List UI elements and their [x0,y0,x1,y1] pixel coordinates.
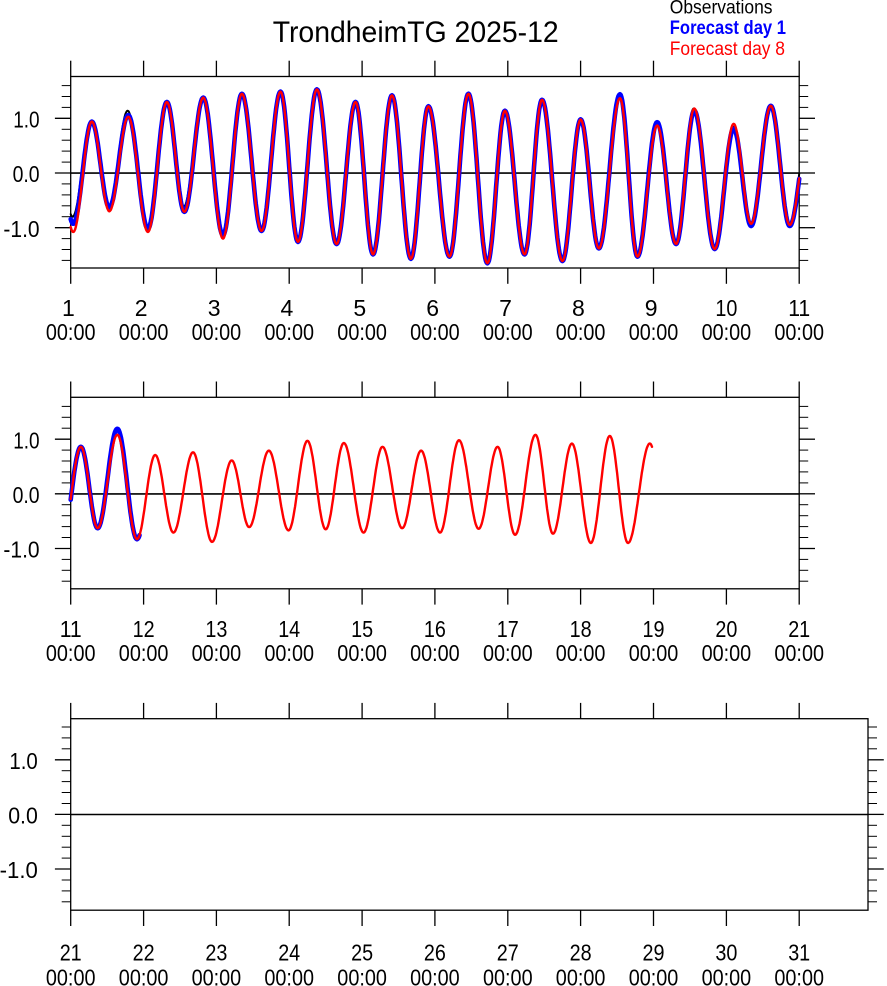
svg-text:1.0: 1.0 [13,107,39,133]
svg-text:-1.0: -1.0 [3,537,39,563]
svg-text:0.0: 0.0 [13,161,40,187]
svg-text:12: 12 [133,616,155,642]
svg-text:00:00: 00:00 [483,964,533,986]
svg-text:29: 29 [643,940,665,966]
svg-text:00:00: 00:00 [629,319,679,345]
svg-text:2: 2 [135,295,148,321]
svg-text:11: 11 [788,295,810,321]
svg-text:16: 16 [424,616,446,642]
svg-text:00:00: 00:00 [410,964,460,986]
svg-text:Forecast day 8: Forecast day 8 [670,39,785,60]
svg-text:00:00: 00:00 [556,319,606,345]
svg-text:4: 4 [281,295,294,321]
svg-text:19: 19 [643,616,665,642]
svg-text:23: 23 [205,940,227,966]
svg-text:Forecast day 1: Forecast day 1 [670,18,787,39]
svg-text:10: 10 [715,295,737,321]
svg-text:00:00: 00:00 [774,640,824,666]
svg-text:17: 17 [497,616,519,642]
svg-text:00:00: 00:00 [46,964,96,986]
svg-text:1: 1 [62,295,75,321]
svg-text:00:00: 00:00 [410,319,460,345]
svg-text:21: 21 [788,616,810,642]
svg-text:0.0: 0.0 [8,803,38,829]
svg-text:00:00: 00:00 [46,640,96,666]
svg-text:00:00: 00:00 [702,640,752,666]
svg-text:14: 14 [278,616,300,642]
svg-text:00:00: 00:00 [192,319,242,345]
svg-text:00:00: 00:00 [264,640,314,666]
svg-text:TrondheimTG 2025-12: TrondheimTG 2025-12 [273,16,559,49]
svg-text:00:00: 00:00 [192,640,242,666]
svg-text:3: 3 [208,295,221,321]
svg-text:00:00: 00:00 [337,964,387,986]
svg-text:00:00: 00:00 [702,964,752,986]
svg-text:00:00: 00:00 [483,319,533,345]
svg-text:21: 21 [60,940,82,966]
svg-text:00:00: 00:00 [119,964,169,986]
svg-text:00:00: 00:00 [264,964,314,986]
svg-text:00:00: 00:00 [702,319,752,345]
svg-text:00:00: 00:00 [556,964,606,986]
svg-text:15: 15 [351,616,373,642]
svg-text:00:00: 00:00 [556,640,606,666]
svg-text:25: 25 [351,940,373,966]
svg-text:00:00: 00:00 [119,319,169,345]
svg-text:00:00: 00:00 [483,640,533,666]
svg-text:13: 13 [205,616,227,642]
svg-text:31: 31 [788,940,810,966]
svg-text:00:00: 00:00 [192,964,242,986]
svg-text:24: 24 [278,940,300,966]
svg-text:00:00: 00:00 [629,640,679,666]
svg-text:5: 5 [353,295,366,321]
svg-text:18: 18 [570,616,592,642]
svg-text:-1.0: -1.0 [0,857,38,883]
svg-text:22: 22 [133,940,155,966]
svg-text:0.0: 0.0 [13,482,40,508]
svg-text:26: 26 [424,940,446,966]
svg-text:7: 7 [499,295,512,321]
svg-text:00:00: 00:00 [774,319,824,345]
svg-text:00:00: 00:00 [264,319,314,345]
svg-text:00:00: 00:00 [46,319,96,345]
svg-text:28: 28 [570,940,592,966]
svg-text:30: 30 [715,940,737,966]
svg-text:6: 6 [426,295,439,321]
svg-text:27: 27 [497,940,519,966]
svg-text:00:00: 00:00 [629,964,679,986]
svg-text:-1.0: -1.0 [3,216,39,242]
svg-text:00:00: 00:00 [337,640,387,666]
svg-text:1.0: 1.0 [13,427,39,453]
svg-text:11: 11 [60,616,82,642]
svg-text:20: 20 [715,616,737,642]
svg-text:8: 8 [572,295,585,321]
svg-text:00:00: 00:00 [774,964,824,986]
svg-text:9: 9 [645,295,658,321]
svg-text:00:00: 00:00 [337,319,387,345]
svg-text:00:00: 00:00 [410,640,460,666]
svg-text:1.0: 1.0 [9,748,37,774]
svg-text:Observations: Observations [670,0,773,19]
svg-text:00:00: 00:00 [119,640,169,666]
